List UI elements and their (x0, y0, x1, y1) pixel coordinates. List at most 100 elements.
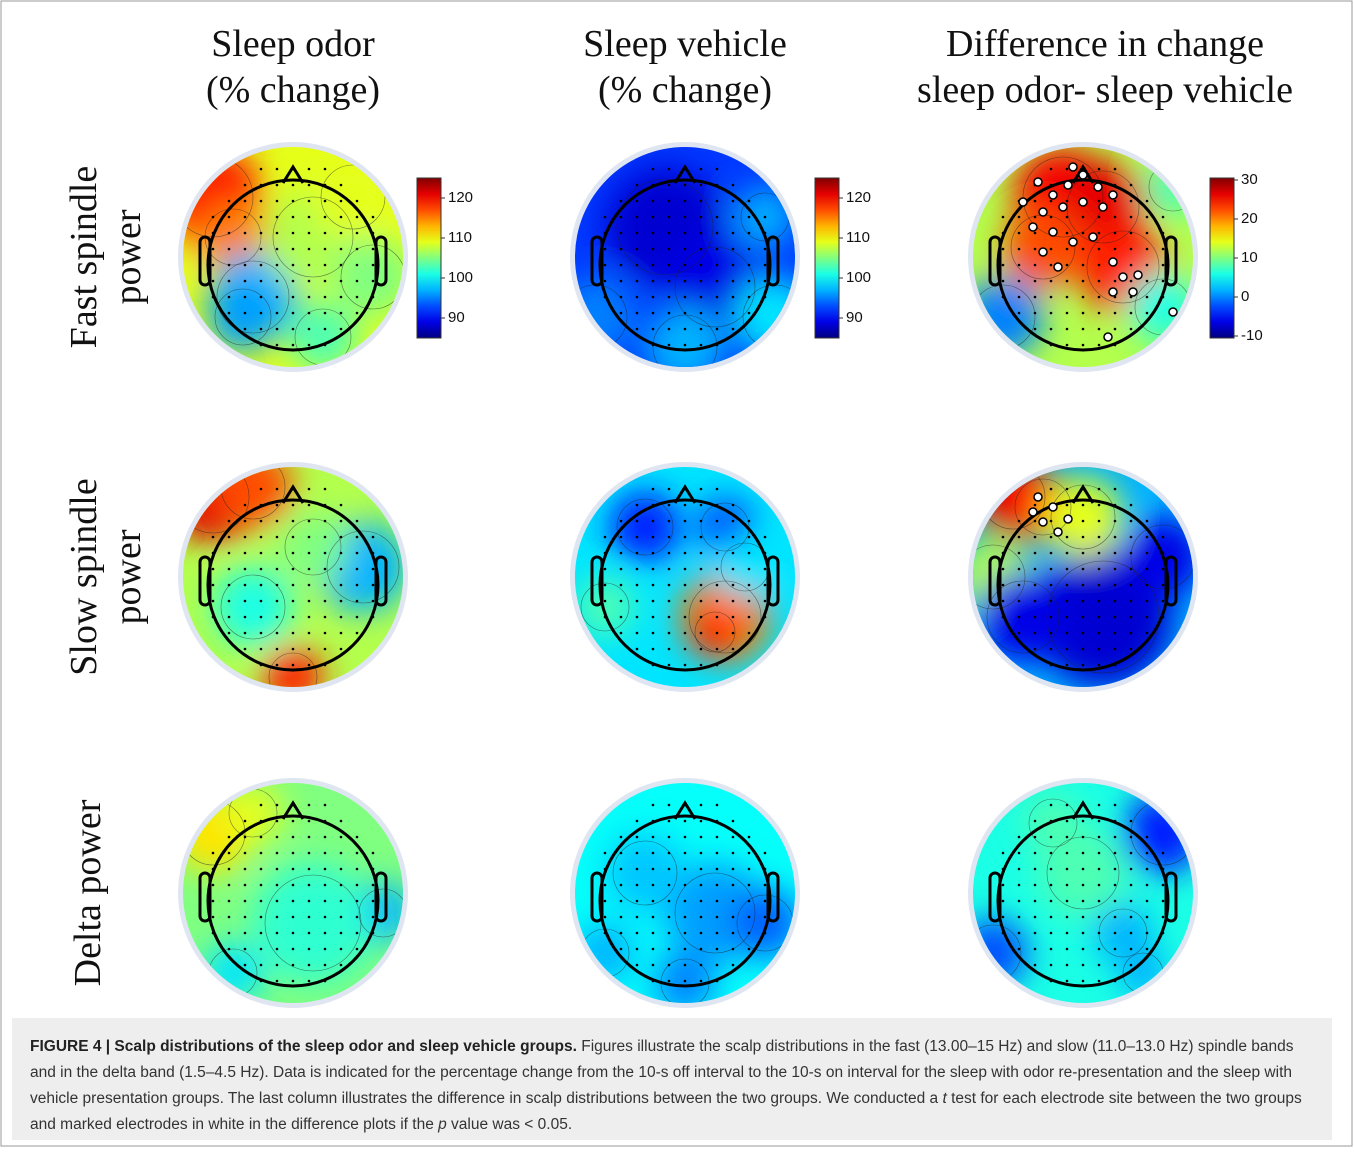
electrode (747, 551, 751, 555)
electrode (1049, 519, 1053, 523)
nose (673, 800, 697, 820)
electrode (1049, 631, 1053, 635)
electrode (243, 535, 247, 539)
electrode (715, 199, 719, 203)
electrode (1129, 819, 1133, 823)
electrode (683, 979, 687, 983)
electrode (699, 867, 703, 871)
electrode (259, 599, 263, 603)
electrode (635, 899, 639, 903)
electrode (667, 215, 671, 219)
electrode (1065, 167, 1069, 171)
electrode (619, 867, 623, 871)
electrode (1017, 535, 1021, 539)
electrode (371, 899, 375, 903)
contour (284, 518, 342, 576)
electrode (259, 199, 263, 203)
electrode (275, 979, 279, 983)
significant-electrode (1063, 180, 1073, 190)
electrode (1113, 247, 1117, 251)
electrode (243, 931, 247, 935)
electrode (699, 295, 703, 299)
electrode (619, 231, 623, 235)
column-header: Sleep odor (211, 23, 375, 65)
electrode (275, 343, 279, 347)
electrode (699, 535, 703, 539)
electrode (715, 215, 719, 219)
electrode (619, 883, 623, 887)
electrode (731, 247, 735, 251)
electrode (323, 963, 327, 967)
electrode (307, 583, 311, 587)
significant-electrode (1093, 182, 1103, 192)
electrode (307, 931, 311, 935)
electrode (1129, 279, 1133, 283)
electrode (291, 599, 295, 603)
electrode (699, 851, 703, 855)
electrode (699, 583, 703, 587)
electrode (1145, 615, 1149, 619)
electrode (603, 883, 607, 887)
significant-electrode (1108, 190, 1118, 200)
map-blob (223, 783, 283, 843)
contour (1028, 798, 1078, 848)
electrode (1081, 663, 1085, 667)
electrode (619, 215, 623, 219)
electrode (323, 883, 327, 887)
electrode (651, 263, 655, 267)
electrode (1065, 263, 1069, 267)
electrode (1129, 535, 1133, 539)
electrode (603, 915, 607, 919)
electrode (731, 327, 735, 331)
head-outline (996, 814, 1170, 988)
electrode (1097, 947, 1101, 951)
electrode (699, 215, 703, 219)
electrode (243, 851, 247, 855)
electrode (323, 835, 327, 839)
electrode (635, 551, 639, 555)
electrode (683, 835, 687, 839)
electrode (763, 247, 767, 251)
electrode (275, 327, 279, 331)
electrode (1129, 883, 1133, 887)
electrode (683, 647, 687, 651)
colorbar-tick-label: 30 (1241, 171, 1258, 188)
electrode (747, 263, 751, 267)
electrode (1017, 231, 1021, 235)
column-header: sleep odor- sleep vehicle (917, 69, 1293, 111)
electrode (651, 899, 655, 903)
electrode (1097, 963, 1101, 967)
electrode (699, 343, 703, 347)
electrode (1049, 915, 1053, 919)
colorbar-tick-label: 100 (846, 269, 871, 286)
electrode (323, 263, 327, 267)
map-blob (730, 888, 795, 958)
electrode (1049, 167, 1053, 171)
electrode (307, 631, 311, 635)
ear (1164, 555, 1178, 607)
electrode (619, 915, 623, 919)
contour (973, 544, 1026, 610)
electrode (731, 311, 735, 315)
electrode (243, 647, 247, 651)
electrode (1033, 199, 1037, 203)
electrode (731, 295, 735, 299)
electrode (1049, 567, 1053, 571)
electrode (1161, 535, 1165, 539)
electrode (259, 915, 263, 919)
electrode (699, 519, 703, 523)
electrode (291, 183, 295, 187)
electrode (683, 631, 687, 635)
electrode (747, 199, 751, 203)
map-blob (715, 537, 775, 597)
electrode (763, 899, 767, 903)
electrode (339, 551, 343, 555)
electrode (307, 567, 311, 571)
electrode (355, 835, 359, 839)
electrode (307, 263, 311, 267)
electrode (275, 631, 279, 635)
electrode (1129, 327, 1133, 331)
electrode (339, 647, 343, 651)
ear (198, 235, 212, 287)
